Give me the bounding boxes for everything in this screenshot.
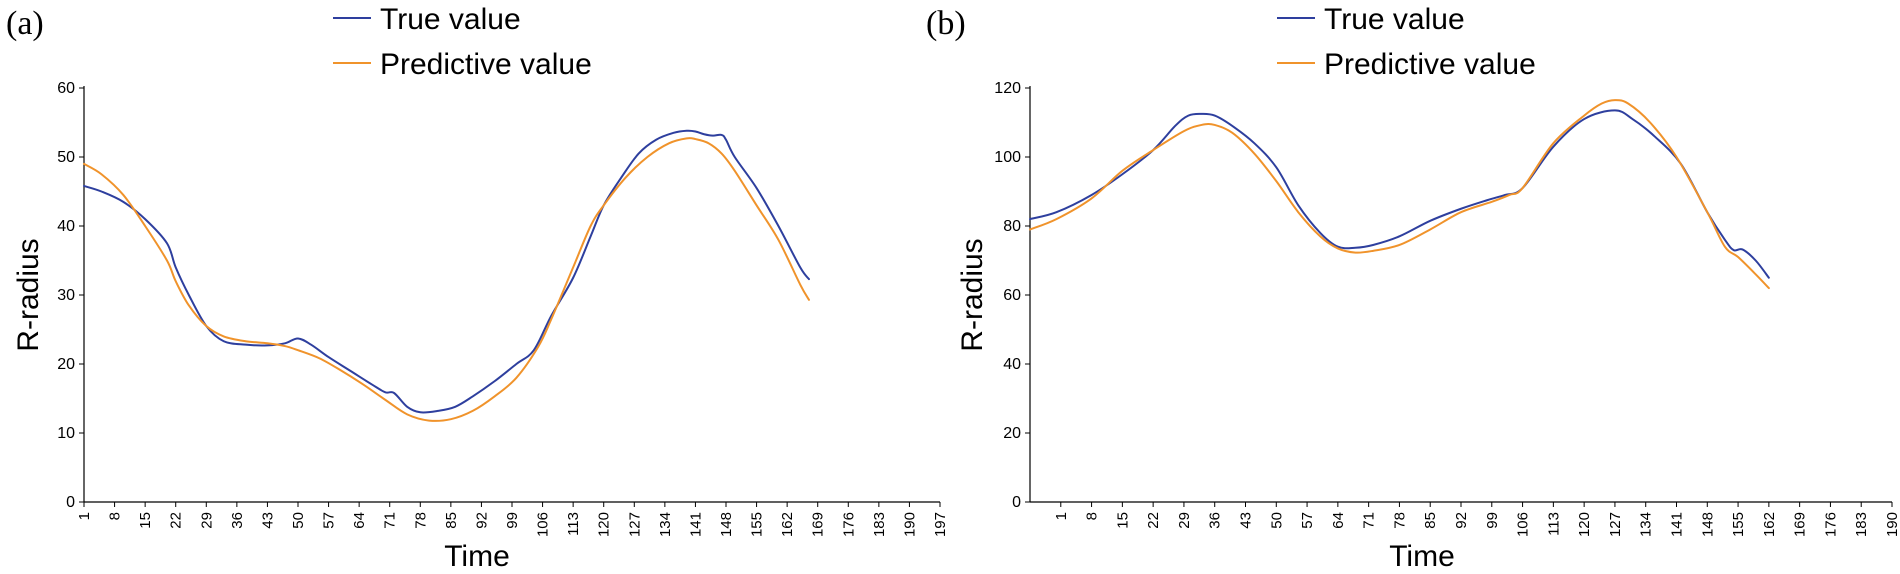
x-tick-label: 57 [321,512,338,529]
legend: True value Predictive value [1277,3,1536,81]
x-tick-label: 36 [1207,512,1224,529]
x-tick-label: 134 [657,512,674,537]
legend-label: True value [380,3,521,36]
x-tick-label: 183 [871,512,888,537]
y-tick-label: 40 [1003,356,1021,373]
x-tick-label: 176 [1822,512,1839,537]
x-tick-label: 106 [1515,512,1532,537]
x-tick-label: 29 [1176,512,1193,529]
x-tick-label: 141 [687,512,704,537]
x-tick-label: 78 [412,512,429,529]
x-tick-label: 190 [1884,512,1900,537]
x-axis-title: Time [444,540,510,573]
x-tick-label: 64 [351,512,368,529]
x-tick-label: 22 [168,512,185,529]
x-tick-label: 183 [1853,512,1870,537]
y-tick-label: 60 [57,80,75,97]
x-tick-label: 1 [1053,512,1070,520]
x-tick-label: 43 [1238,512,1255,529]
legend-label: Predictive value [1324,48,1536,81]
x-tick-label: 8 [1084,512,1101,520]
legend-label: Predictive value [380,48,592,81]
x-tick-label: 1 [76,512,93,520]
y-tick-label: 40 [57,218,75,235]
x-tick-label: 92 [1453,512,1470,529]
x-tick-label: 169 [1792,512,1809,537]
x-tick-label: 120 [596,512,613,537]
x-tick-label: 43 [259,512,276,529]
x-tick-label: 155 [1730,512,1747,537]
x-tick-label: 120 [1576,512,1593,537]
y-tick-label: 20 [1003,425,1021,442]
y-tick-label: 100 [994,149,1021,166]
x-tick-label: 85 [1422,512,1439,529]
y-tick-label: 80 [1003,218,1021,235]
x-tick-label: 176 [840,512,857,537]
x-tick-label: 197 [932,512,949,537]
y-axis-title: R-radius [956,238,989,351]
series-line-predictive-value [1029,99,1770,290]
x-tick-label: 36 [229,512,246,529]
x-tick-label: 85 [443,512,460,529]
chart-a: (a) 0 10 20 30 40 50 60 1 8 15 22 29 36 43 50 57 64 71 78 85… [6,3,949,573]
y-tick-label: 10 [57,425,75,442]
series-line-true-value [83,129,810,414]
chart-b: (b) 0 20 40 60 80 100 120 1 8 15 22 29 36 43 50 57 64 71 78… [926,3,1900,573]
y-axis-title: R-radius [12,238,45,351]
x-tick-label: 50 [1268,512,1285,529]
x-tick-label: 162 [1761,512,1778,537]
x-tick-label: 148 [718,512,735,537]
x-tick-label: 92 [473,512,490,529]
x-tick-label: 22 [1145,512,1162,529]
x-tick-label: 99 [504,512,521,529]
x-tick-label: 15 [1114,512,1131,529]
x-tick-label: 29 [198,512,215,529]
x-tick-label: 162 [779,512,796,537]
x-tick-label: 99 [1484,512,1501,529]
panel-label: (a) [6,5,44,42]
panel-label: (b) [926,5,966,42]
x-tick-label: 57 [1299,512,1316,529]
x-tick-label: 148 [1699,512,1716,537]
x-tick-label: 50 [290,512,307,529]
y-tick-label: 60 [1003,287,1021,304]
y-tick-label: 0 [1012,494,1021,511]
y-tick-label: 30 [57,287,75,304]
series-line-true-value [1029,109,1770,279]
x-tick-label: 113 [1545,512,1562,536]
x-tick-label: 106 [535,512,552,537]
x-tick-label: 8 [107,512,124,520]
y-tick-label: 120 [994,80,1021,97]
x-tick-label: 127 [1607,512,1624,537]
x-tick-label: 141 [1669,512,1686,537]
y-tick-label: 50 [57,149,75,166]
x-tick-label: 190 [901,512,918,537]
legend-label: True value [1324,3,1465,36]
y-tick-label: 20 [57,356,75,373]
x-tick-label: 15 [137,512,154,529]
series-line-predictive-value [83,137,810,422]
x-tick-label: 134 [1638,512,1655,537]
x-axis-title: Time [1389,540,1455,573]
x-tick-label: 155 [749,512,766,537]
x-tick-label: 169 [810,512,827,537]
x-tick-label: 64 [1330,512,1347,529]
x-tick-label: 113 [565,512,582,536]
legend: True value Predictive value [333,3,592,81]
x-tick-label: 71 [382,512,399,529]
x-tick-label: 127 [626,512,643,537]
x-tick-label: 71 [1361,512,1378,529]
y-tick-label: 0 [66,494,75,511]
x-tick-label: 78 [1391,512,1408,529]
